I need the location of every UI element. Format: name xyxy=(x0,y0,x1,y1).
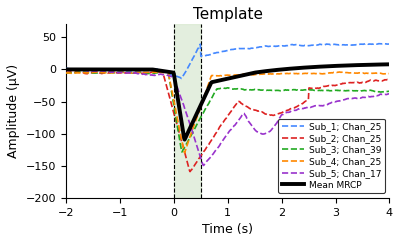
Sub_4; Chan_25 xyxy=(255,73,260,76)
Sub_3; Chan_39 xyxy=(255,88,260,91)
Sub_3; Chan_39 xyxy=(281,89,286,92)
Sub_5; Chan_17 xyxy=(121,71,126,74)
X-axis label: Time (s): Time (s) xyxy=(202,223,253,236)
Sub_2; Chan_25 xyxy=(255,110,260,113)
Legend: Sub_1; Chan_25, Sub_2; Chan_25, Sub_3; Chan_39, Sub_4; Chan_25, Sub_5; Chan_17, : Sub_1; Chan_25, Sub_2; Chan_25, Sub_3; C… xyxy=(278,119,385,193)
Sub_1; Chan_25 xyxy=(387,43,392,45)
Sub_3; Chan_39 xyxy=(387,90,392,93)
Sub_4; Chan_25 xyxy=(63,71,68,74)
Line: Sub_2; Chan_25: Sub_2; Chan_25 xyxy=(66,71,390,172)
Sub_5; Chan_17 xyxy=(308,106,313,109)
Sub_5; Chan_17 xyxy=(64,68,69,70)
Y-axis label: Amplitude (μV): Amplitude (μV) xyxy=(7,64,20,158)
Sub_5; Chan_17 xyxy=(387,92,392,95)
Sub_2; Chan_25 xyxy=(188,170,192,173)
Sub_4; Chan_25 xyxy=(308,72,312,75)
Mean MRCP xyxy=(255,71,260,74)
Mean MRCP xyxy=(146,68,151,71)
Sub_2; Chan_25 xyxy=(146,71,151,74)
Mean MRCP xyxy=(308,66,312,69)
Sub_2; Chan_25 xyxy=(387,78,392,81)
Sub_4; Chan_25 xyxy=(387,72,392,75)
Sub_2; Chan_25 xyxy=(308,87,313,90)
Sub_1; Chan_25 xyxy=(63,67,68,70)
Sub_3; Chan_39 xyxy=(146,72,151,75)
Sub_4; Chan_25 xyxy=(280,72,285,75)
Sub_1; Chan_25 xyxy=(210,52,215,55)
Sub_3; Chan_39 xyxy=(163,70,168,73)
Line: Sub_1; Chan_25: Sub_1; Chan_25 xyxy=(66,44,390,78)
Title: Template: Template xyxy=(193,7,263,22)
Sub_5; Chan_17 xyxy=(255,130,260,133)
Sub_3; Chan_39 xyxy=(121,71,126,74)
Sub_1; Chan_25 xyxy=(146,69,151,71)
Sub_2; Chan_25 xyxy=(281,111,286,113)
Mean MRCP xyxy=(182,138,187,141)
Line: Mean MRCP: Mean MRCP xyxy=(66,64,390,139)
Sub_2; Chan_25 xyxy=(121,71,126,74)
Sub_4; Chan_25 xyxy=(341,70,346,73)
Sub_3; Chan_39 xyxy=(308,88,313,91)
Sub_1; Chan_25 xyxy=(121,70,126,73)
Sub_1; Chan_25 xyxy=(255,46,260,49)
Sub_5; Chan_17 xyxy=(147,73,152,76)
Sub_2; Chan_25 xyxy=(63,71,68,74)
Sub_1; Chan_25 xyxy=(308,44,312,47)
Sub_5; Chan_17 xyxy=(201,164,206,167)
Sub_4; Chan_25 xyxy=(146,71,151,74)
Sub_3; Chan_39 xyxy=(180,150,184,153)
Sub_5; Chan_17 xyxy=(63,68,68,71)
Sub_4; Chan_25 xyxy=(121,71,126,74)
Sub_5; Chan_17 xyxy=(281,113,286,116)
Sub_4; Chan_25 xyxy=(182,151,187,154)
Sub_1; Chan_25 xyxy=(280,44,285,47)
Line: Sub_3; Chan_39: Sub_3; Chan_39 xyxy=(66,72,390,152)
Sub_2; Chan_25 xyxy=(152,70,157,73)
Sub_4; Chan_25 xyxy=(210,74,215,77)
Mean MRCP xyxy=(387,63,392,66)
Sub_5; Chan_17 xyxy=(211,152,216,155)
Sub_3; Chan_39 xyxy=(211,94,216,96)
Mean MRCP xyxy=(63,68,68,71)
Sub_2; Chan_25 xyxy=(211,136,216,139)
Line: Sub_5; Chan_17: Sub_5; Chan_17 xyxy=(66,69,390,165)
Sub_1; Chan_25 xyxy=(380,42,385,45)
Line: Sub_4; Chan_25: Sub_4; Chan_25 xyxy=(66,72,390,153)
Mean MRCP xyxy=(280,68,285,71)
Mean MRCP xyxy=(210,80,215,83)
Sub_1; Chan_25 xyxy=(179,77,184,80)
Mean MRCP xyxy=(121,68,126,71)
Sub_3; Chan_39 xyxy=(63,71,68,74)
Bar xyxy=(174,25,201,198)
